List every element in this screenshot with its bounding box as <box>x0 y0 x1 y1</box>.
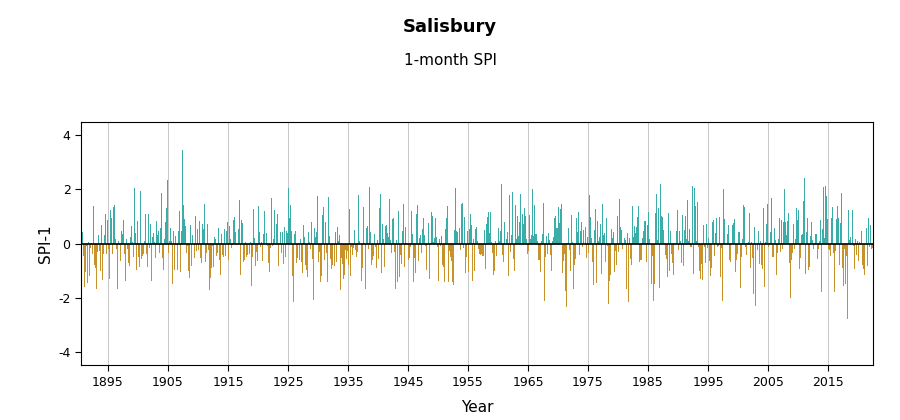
Y-axis label: SPI-1: SPI-1 <box>38 224 53 263</box>
Text: 1-month SPI: 1-month SPI <box>403 53 497 68</box>
Text: Salisbury: Salisbury <box>403 18 497 36</box>
X-axis label: Year: Year <box>461 400 493 415</box>
